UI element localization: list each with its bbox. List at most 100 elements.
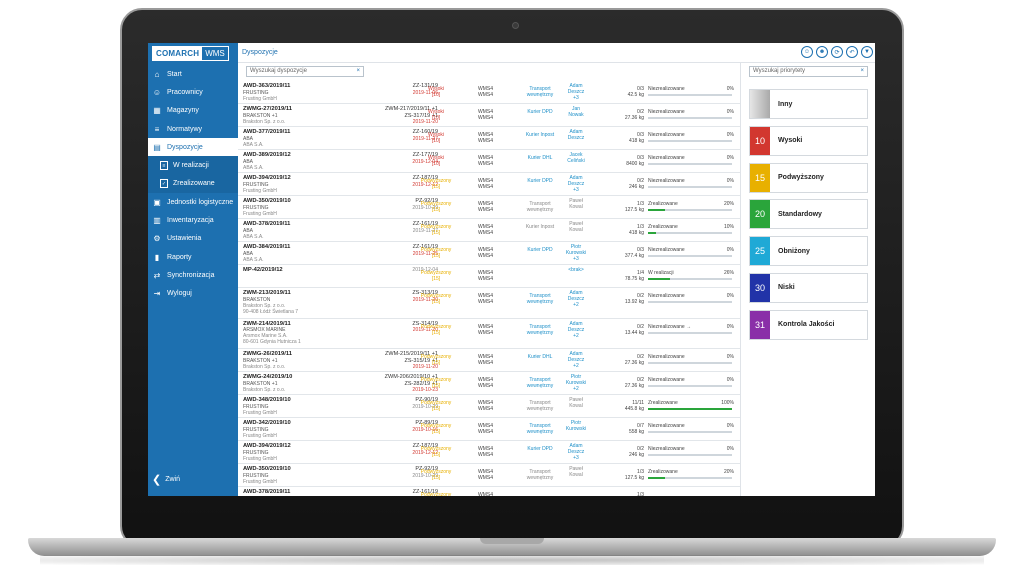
assignee-last-name[interactable]: Kurowski bbox=[565, 250, 587, 256]
source-document[interactable]: ZZ-160/19 bbox=[412, 129, 438, 135]
assignee-first-name[interactable]: Paweł bbox=[569, 221, 583, 227]
source-document[interactable]: ZZ-187/19 bbox=[412, 175, 438, 181]
assignee-first-name[interactable]: Adam bbox=[569, 83, 583, 89]
table-row[interactable]: ZWMG-27/2019/11 BRAKSTON +1 Brakston Sp. z… bbox=[238, 104, 740, 127]
document-number[interactable]: ZWMG-27/2019/11 bbox=[243, 106, 292, 112]
sidebar-item-7[interactable]: ▣ Jednostki logistyczne bbox=[148, 193, 238, 211]
table-row[interactable]: AWD-342/2019/10 FRUSTING Frusting GmbH PZ-8… bbox=[238, 418, 740, 441]
assignee-last-name[interactable]: Kowal bbox=[569, 204, 583, 210]
undo-icon[interactable]: ↶ bbox=[846, 46, 858, 58]
assignee-first-name[interactable]: Jacek bbox=[569, 152, 583, 158]
assignee-last-name[interactable]: Kowal bbox=[569, 403, 583, 409]
assignee-last-name[interactable]: Deszcz bbox=[567, 296, 585, 302]
carrier-name[interactable]: Transport bbox=[529, 400, 551, 406]
assignee-last-name[interactable]: Nowak bbox=[568, 112, 584, 118]
document-number[interactable]: AWD-389/2019/12 bbox=[243, 152, 291, 158]
table-row[interactable]: AWD-389/2019/12 ABA ABA S.A. ZZ-177/19 2019-… bbox=[238, 150, 740, 173]
assignee-last-name[interactable]: Kowal bbox=[569, 472, 583, 478]
assignee-last-name[interactable]: Celiński bbox=[567, 158, 585, 164]
sidebar-item-3[interactable]: ≡ Normatywy bbox=[148, 120, 238, 138]
table-row[interactable]: MP-42/2019/12 2019-12-04 Podwyższony [15] WM… bbox=[238, 265, 740, 288]
collapse-button[interactable]: ❮ Zwiń bbox=[152, 473, 180, 486]
user-icon[interactable]: ☺ bbox=[801, 46, 813, 58]
carrier-name[interactable]: Transport bbox=[529, 469, 551, 475]
sidebar-item-2[interactable]: ▦ Magazyny bbox=[148, 102, 238, 120]
refresh-icon[interactable]: ⟳ bbox=[831, 46, 843, 58]
priority-search-input[interactable]: Wyszukaj priorytety × bbox=[749, 66, 868, 77]
table-row[interactable]: ZWMG-26/2019/11 BRAKSTON +1 Brakston Sp. z… bbox=[238, 349, 740, 372]
document-number[interactable]: MP-42/2019/12 bbox=[243, 267, 283, 273]
assignee-last-name[interactable]: Deszcz bbox=[567, 326, 585, 333]
table-row[interactable]: AWD-377/2019/11 ABA ABA S.A. ZZ-160/19 2019-… bbox=[238, 127, 740, 150]
assignee-last-name[interactable]: Deszcz bbox=[567, 135, 585, 141]
document-number[interactable]: AWD-350/2019/10 bbox=[243, 466, 291, 472]
source-document[interactable]: ZZ-177/19 bbox=[412, 152, 438, 158]
carrier-name[interactable]: Transport bbox=[529, 293, 551, 299]
source-document[interactable]: ZS-314/19 bbox=[412, 320, 438, 327]
table-row[interactable]: ZWMG-24/2019/10 BRAKSTON +1 Brakston Sp. z… bbox=[238, 372, 740, 395]
table-row[interactable]: AWD-394/2019/12 FRUSTING Frusting GmbH ZZ-1… bbox=[238, 173, 740, 196]
assignee-first-name[interactable]: Piotr bbox=[570, 374, 582, 380]
table-row[interactable]: AWD-394/2019/12 FRUSTING Frusting GmbH ZZ-1… bbox=[238, 441, 740, 464]
sidebar-item-4[interactable]: ▤ Dyspozycje bbox=[148, 138, 238, 157]
carrier-name[interactable]: Kurier DHL bbox=[527, 155, 553, 161]
assignee-last-name[interactable]: Deszcz bbox=[567, 357, 585, 363]
assignee-first-name[interactable]: Adam bbox=[569, 175, 583, 181]
carrier-name[interactable]: Transport bbox=[529, 86, 551, 92]
carrier-name[interactable]: Kurier Inpost bbox=[525, 224, 555, 230]
assignee-first-name[interactable]: Paweł bbox=[569, 397, 583, 403]
document-number[interactable]: AWD-348/2019/10 bbox=[243, 397, 291, 403]
assignee-last-name[interactable]: Deszcz bbox=[567, 181, 585, 187]
source-document[interactable]: PZ-90/19 bbox=[415, 397, 438, 403]
carrier-name[interactable]: Transport bbox=[529, 323, 551, 330]
clear-priority-search-icon[interactable]: × bbox=[860, 68, 864, 74]
document-number[interactable]: ZWM-214/2019/11 bbox=[243, 320, 291, 327]
source-document[interactable]: ZWM-215/2019/11 +1 bbox=[385, 351, 438, 357]
source-document[interactable]: ZWM-217/2019/11 +1 bbox=[385, 106, 438, 112]
document-number[interactable]: AWD-384/2019/11 bbox=[243, 244, 291, 250]
assignee-last-name[interactable]: Kurowski bbox=[565, 380, 587, 386]
priority-card[interactable]: 10 Wysoki bbox=[749, 125, 868, 156]
source-document[interactable]: ZZ-161/19 bbox=[412, 221, 438, 227]
sidebar-item-9[interactable]: ⚙ Ustawienia bbox=[148, 230, 238, 248]
table-row[interactable]: AWD-348/2019/10 FRUSTING Frusting GmbH PZ-9… bbox=[238, 395, 740, 418]
document-number[interactable]: AWD-363/2019/11 bbox=[243, 83, 291, 89]
sidebar-item-1[interactable]: ☺ Pracownicy bbox=[148, 83, 238, 101]
source-document-2[interactable]: ZS-317/19 +1 bbox=[404, 112, 438, 119]
assignee-first-name[interactable]: Adam bbox=[569, 290, 583, 296]
document-number[interactable]: AWD-378/2019/11 bbox=[243, 489, 291, 495]
document-number[interactable]: AWD-394/2019/12 bbox=[243, 175, 291, 181]
document-number[interactable]: ZWMG-26/2019/11 bbox=[243, 351, 292, 357]
source-document-2[interactable]: ZS-315/19 +1 bbox=[404, 357, 438, 364]
assignee-first-name[interactable]: Piotr bbox=[570, 420, 582, 426]
assignee-first-name[interactable]: Adam bbox=[569, 351, 583, 357]
assignee-first-name[interactable]: Piotr bbox=[570, 244, 582, 250]
source-document[interactable]: ZWM-206/2019/10 +1 bbox=[384, 374, 438, 380]
table-row[interactable]: AWD-378/2019/11 ABA ABA S.A. ZZ-161/19 2019-… bbox=[238, 219, 740, 242]
source-document[interactable]: PZ-89/19 bbox=[415, 420, 438, 426]
sidebar-item-10[interactable]: ▮ Raporty bbox=[148, 248, 238, 266]
table-row[interactable]: AWD-350/2019/10 FRUSTING Frusting GmbH PZ-9… bbox=[238, 196, 740, 219]
users-icon[interactable]: ☻ bbox=[816, 46, 828, 58]
priority-card[interactable]: 15 Podwyższony bbox=[749, 162, 868, 193]
document-number[interactable]: AWD-350/2019/10 bbox=[243, 198, 291, 204]
source-document[interactable]: PZ-92/19 bbox=[415, 198, 438, 204]
source-document[interactable]: ZS-313/19 bbox=[412, 290, 438, 296]
carrier-name[interactable]: Kurier DPD bbox=[527, 446, 553, 452]
source-document[interactable]: PZ-92/19 bbox=[415, 466, 438, 472]
document-number[interactable]: AWD-377/2019/11 bbox=[243, 129, 291, 135]
carrier-name[interactable]: Kurier Inpost bbox=[525, 132, 555, 138]
sidebar-item-11[interactable]: ⇄ Synchronizacja bbox=[148, 266, 238, 284]
source-document-2[interactable]: ZS-282/19 +1 bbox=[404, 380, 438, 387]
carrier-name[interactable]: Transport bbox=[529, 423, 551, 429]
document-number[interactable]: ZWMG-24/2019/10 bbox=[243, 374, 293, 380]
search-input[interactable]: Wyszukaj dyspozycje × bbox=[246, 66, 364, 77]
priority-card[interactable]: 25 Obniżony bbox=[749, 236, 868, 267]
carrier-name[interactable]: Kurier DPD bbox=[527, 109, 553, 115]
clear-search-icon[interactable]: × bbox=[356, 68, 360, 74]
carrier-name[interactable]: Kurier DPD bbox=[527, 247, 553, 253]
carrier-name[interactable]: Transport bbox=[529, 377, 551, 383]
sidebar-item-8[interactable]: ▥ Inwentaryzacja bbox=[148, 211, 238, 229]
assignee-first-name[interactable]: Adam bbox=[569, 129, 583, 135]
filter-icon[interactable]: ▼ bbox=[861, 46, 873, 58]
